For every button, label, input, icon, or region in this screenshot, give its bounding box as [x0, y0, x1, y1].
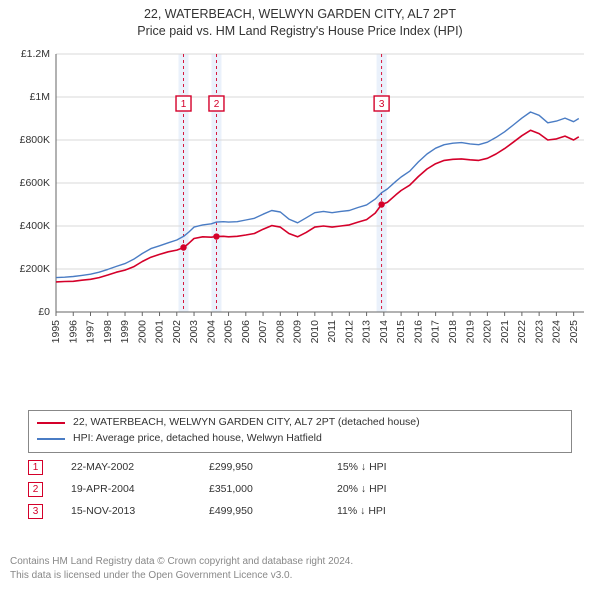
svg-text:2013: 2013 [361, 320, 373, 344]
svg-text:2024: 2024 [551, 320, 563, 344]
event-delta: 11% ↓ HPI [337, 505, 437, 517]
svg-text:2010: 2010 [309, 320, 321, 344]
footer-line-2: This data is licensed under the Open Gov… [10, 569, 590, 583]
svg-text:2020: 2020 [482, 320, 494, 344]
svg-text:2021: 2021 [499, 320, 511, 344]
event-marker-icon: 1 [28, 460, 43, 475]
event-marker-icon: 2 [28, 482, 43, 497]
svg-text:2: 2 [214, 99, 220, 110]
svg-text:2017: 2017 [430, 320, 442, 344]
svg-text:1: 1 [181, 99, 187, 110]
svg-text:2011: 2011 [326, 320, 338, 343]
legend-swatch [37, 422, 65, 424]
svg-text:2008: 2008 [274, 320, 286, 344]
event-price: £299,950 [209, 461, 309, 473]
svg-text:£1.2M: £1.2M [21, 48, 50, 60]
event-row: 3 15-NOV-2013 £499,950 11% ↓ HPI [28, 500, 572, 522]
events-table: 1 22-MAY-2002 £299,950 15% ↓ HPI 2 19-AP… [28, 456, 572, 522]
event-marker-icon: 3 [28, 504, 43, 519]
footer-line-1: Contains HM Land Registry data © Crown c… [10, 555, 590, 569]
svg-text:1996: 1996 [67, 320, 79, 344]
title-line-1: 22, WATERBEACH, WELWYN GARDEN CITY, AL7 … [0, 6, 600, 23]
svg-text:2016: 2016 [413, 320, 425, 344]
chart-svg: £0 £200K £400K £600K £800K £1M £1.2M 1995 1996 19… [8, 46, 592, 376]
svg-text:1997: 1997 [85, 320, 97, 344]
svg-text:2005: 2005 [223, 320, 235, 344]
event-delta: 20% ↓ HPI [337, 483, 437, 495]
legend-item: HPI: Average price, detached house, Welw… [37, 431, 563, 447]
svg-text:£0: £0 [38, 306, 50, 318]
svg-text:2001: 2001 [154, 320, 166, 344]
svg-text:1995: 1995 [50, 320, 62, 344]
svg-text:2003: 2003 [188, 320, 200, 344]
svg-text:2007: 2007 [257, 320, 269, 344]
svg-text:£400K: £400K [20, 220, 50, 232]
event-price: £351,000 [209, 483, 309, 495]
legend: 22, WATERBEACH, WELWYN GARDEN CITY, AL7 … [28, 410, 572, 453]
chart-title: 22, WATERBEACH, WELWYN GARDEN CITY, AL7 … [0, 0, 600, 40]
event-row: 2 19-APR-2004 £351,000 20% ↓ HPI [28, 478, 572, 500]
svg-text:2004: 2004 [205, 320, 217, 344]
event-delta: 15% ↓ HPI [337, 461, 437, 473]
svg-text:2018: 2018 [447, 320, 459, 344]
svg-text:3: 3 [379, 99, 385, 110]
event-date: 19-APR-2004 [71, 483, 181, 495]
svg-text:2019: 2019 [464, 320, 476, 344]
event-date: 22-MAY-2002 [71, 461, 181, 473]
svg-text:2023: 2023 [533, 320, 545, 344]
svg-text:2022: 2022 [516, 320, 528, 344]
footer-attribution: Contains HM Land Registry data © Crown c… [10, 555, 590, 582]
svg-text:£800K: £800K [20, 134, 50, 146]
legend-label: HPI: Average price, detached house, Welw… [73, 431, 322, 447]
legend-swatch [37, 438, 65, 440]
svg-text:£600K: £600K [20, 177, 50, 189]
svg-text:1998: 1998 [102, 320, 114, 344]
chart-container: 22, WATERBEACH, WELWYN GARDEN CITY, AL7 … [0, 0, 600, 590]
svg-text:2015: 2015 [395, 320, 407, 344]
svg-text:2012: 2012 [343, 320, 355, 344]
event-row: 1 22-MAY-2002 £299,950 15% ↓ HPI [28, 456, 572, 478]
svg-text:2025: 2025 [568, 320, 580, 344]
svg-text:2014: 2014 [378, 320, 390, 344]
title-line-2: Price paid vs. HM Land Registry's House … [0, 23, 600, 40]
svg-text:2002: 2002 [171, 320, 183, 344]
svg-text:£1M: £1M [30, 91, 50, 103]
svg-text:1999: 1999 [119, 320, 131, 344]
event-price: £499,950 [209, 505, 309, 517]
svg-text:2006: 2006 [240, 320, 252, 344]
svg-text:2009: 2009 [292, 320, 304, 344]
svg-text:£200K: £200K [20, 263, 50, 275]
chart-plot-area: £0 £200K £400K £600K £800K £1M £1.2M 1995 1996 19… [8, 46, 592, 376]
legend-item: 22, WATERBEACH, WELWYN GARDEN CITY, AL7 … [37, 415, 563, 431]
event-date: 15-NOV-2013 [71, 505, 181, 517]
legend-label: 22, WATERBEACH, WELWYN GARDEN CITY, AL7 … [73, 415, 420, 431]
svg-text:2000: 2000 [136, 320, 148, 344]
